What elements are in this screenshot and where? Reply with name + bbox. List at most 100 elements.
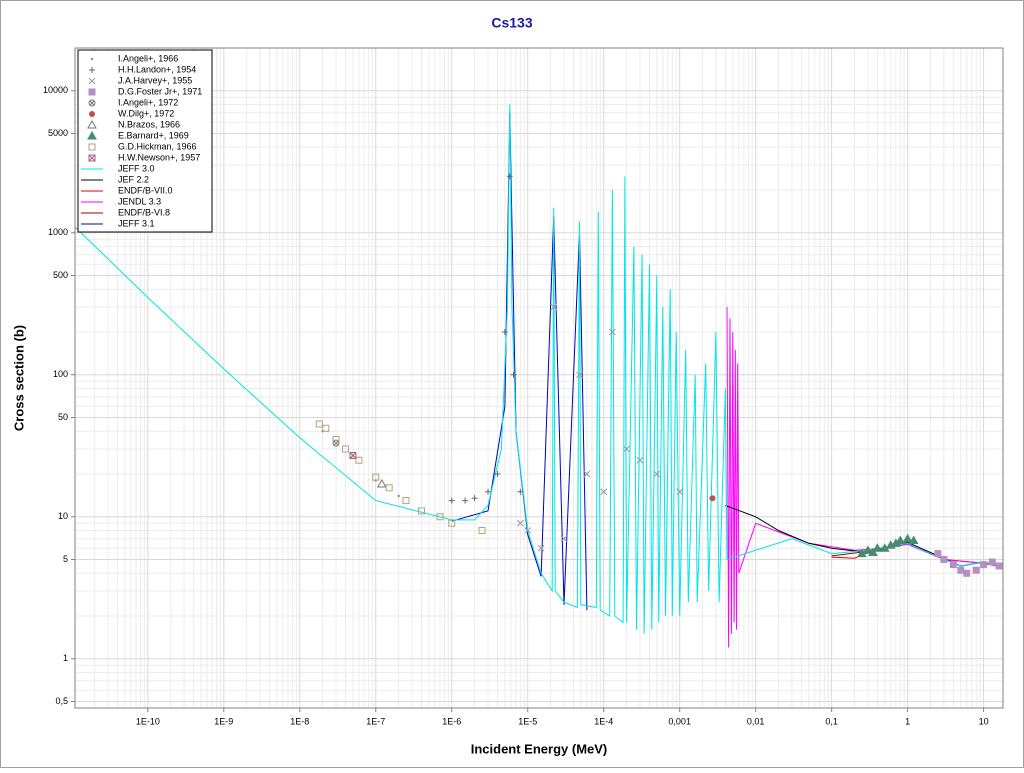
- point: [87, 130, 97, 140]
- point: [332, 439, 340, 447]
- point: [934, 550, 942, 558]
- y-tick-label: 0,5: [55, 696, 68, 706]
- point: [550, 303, 558, 311]
- point: [972, 566, 980, 574]
- legend-label: JEFF 3.1: [118, 218, 155, 228]
- x-axis-label: Incident Energy (MeV): [471, 741, 608, 756]
- point: [418, 507, 426, 515]
- y-tick-label: 1000: [48, 227, 68, 237]
- point: [385, 484, 393, 492]
- point: [609, 328, 616, 336]
- x-tick-label: 0,1: [825, 716, 838, 726]
- point: [478, 527, 486, 535]
- point: [332, 435, 340, 443]
- legend-label: ENDF/B-VI.8: [118, 207, 170, 217]
- point: [89, 111, 95, 117]
- point: [88, 143, 96, 151]
- point: [90, 57, 94, 61]
- x-tick-label: 1E-8: [290, 716, 309, 726]
- x-tick-label: 1E-6: [442, 716, 461, 726]
- y-tick-label: 50: [58, 412, 68, 422]
- x-tick-label: 1E-9: [214, 716, 233, 726]
- point: [88, 77, 96, 85]
- point: [868, 547, 878, 557]
- point: [462, 497, 469, 504]
- legend-label: JENDL 3.3: [118, 196, 161, 206]
- point: [322, 424, 330, 432]
- point: [349, 451, 357, 459]
- point: [87, 119, 97, 129]
- x-tick-label: 1E-5: [518, 716, 537, 726]
- legend-label: G.D.Hickman, 1966: [118, 141, 197, 151]
- point: [88, 99, 96, 107]
- point: [560, 535, 568, 543]
- point: [517, 488, 524, 495]
- point: [501, 329, 508, 336]
- legend-label: I.Angeli+, 1972: [118, 97, 178, 107]
- y-tick-label: 1: [63, 653, 68, 663]
- y-tick-label: 100: [53, 369, 68, 379]
- legend-label: I.Angeli+, 1966: [118, 53, 178, 63]
- point: [448, 519, 456, 527]
- legend-label: N.Brazos, 1966: [118, 119, 180, 129]
- point: [355, 456, 363, 464]
- line-series: [451, 112, 588, 611]
- point: [676, 488, 684, 496]
- point: [872, 543, 883, 552]
- point: [895, 535, 906, 545]
- point: [600, 488, 608, 496]
- point: [963, 569, 971, 577]
- x-tick-label: 1E-10: [136, 716, 160, 726]
- point: [376, 479, 387, 488]
- legend-label: W.Dilg+, 1972: [118, 108, 174, 118]
- legend-label: H.H.Landon+, 1954: [118, 64, 196, 74]
- point: [471, 495, 478, 502]
- legend-label: E.Barnard+, 1969: [118, 130, 189, 140]
- x-tick-label: 1: [905, 716, 910, 726]
- point: [448, 497, 455, 504]
- point: [863, 545, 873, 554]
- point: [517, 519, 524, 527]
- point: [506, 173, 513, 180]
- point: [88, 154, 96, 162]
- point: [436, 513, 444, 521]
- point: [89, 67, 95, 73]
- point: [980, 561, 988, 569]
- point: [88, 88, 96, 96]
- point: [402, 497, 410, 505]
- x-tick-label: 1E-4: [594, 716, 613, 726]
- point: [485, 488, 492, 495]
- point: [372, 473, 380, 481]
- x-tick-label: 0,01: [747, 716, 765, 726]
- y-axis-label: Cross section (b): [11, 325, 26, 431]
- point: [583, 470, 591, 478]
- y-tick-label: 500: [53, 270, 68, 280]
- point: [623, 445, 630, 453]
- x-tick-label: 1E-7: [366, 716, 385, 726]
- chart-title: Cs133: [491, 15, 532, 31]
- legend-label: D.G.Foster Jr+, 1971: [118, 86, 202, 96]
- point: [524, 527, 532, 534]
- legend-label: JEFF 3.0: [118, 163, 155, 173]
- y-tick-label: 10000: [43, 85, 68, 95]
- point: [902, 533, 913, 543]
- point: [940, 556, 948, 564]
- point: [949, 561, 957, 569]
- point: [636, 456, 644, 464]
- x-tick-label: 10: [979, 716, 989, 726]
- point: [342, 445, 350, 453]
- point: [397, 494, 400, 498]
- y-tick-label: 10: [58, 511, 68, 521]
- point: [537, 544, 545, 552]
- point: [709, 495, 716, 502]
- point: [510, 371, 517, 378]
- plot-border: [74, 47, 1004, 709]
- point: [995, 562, 1003, 570]
- point: [957, 566, 965, 574]
- legend-label: JEF 2.2: [118, 174, 149, 184]
- legend-label: ENDF/B-VII.0: [118, 185, 173, 195]
- legend-label: H.W.Newson+, 1957: [118, 152, 200, 162]
- point: [315, 420, 323, 428]
- line-series: [726, 306, 1003, 648]
